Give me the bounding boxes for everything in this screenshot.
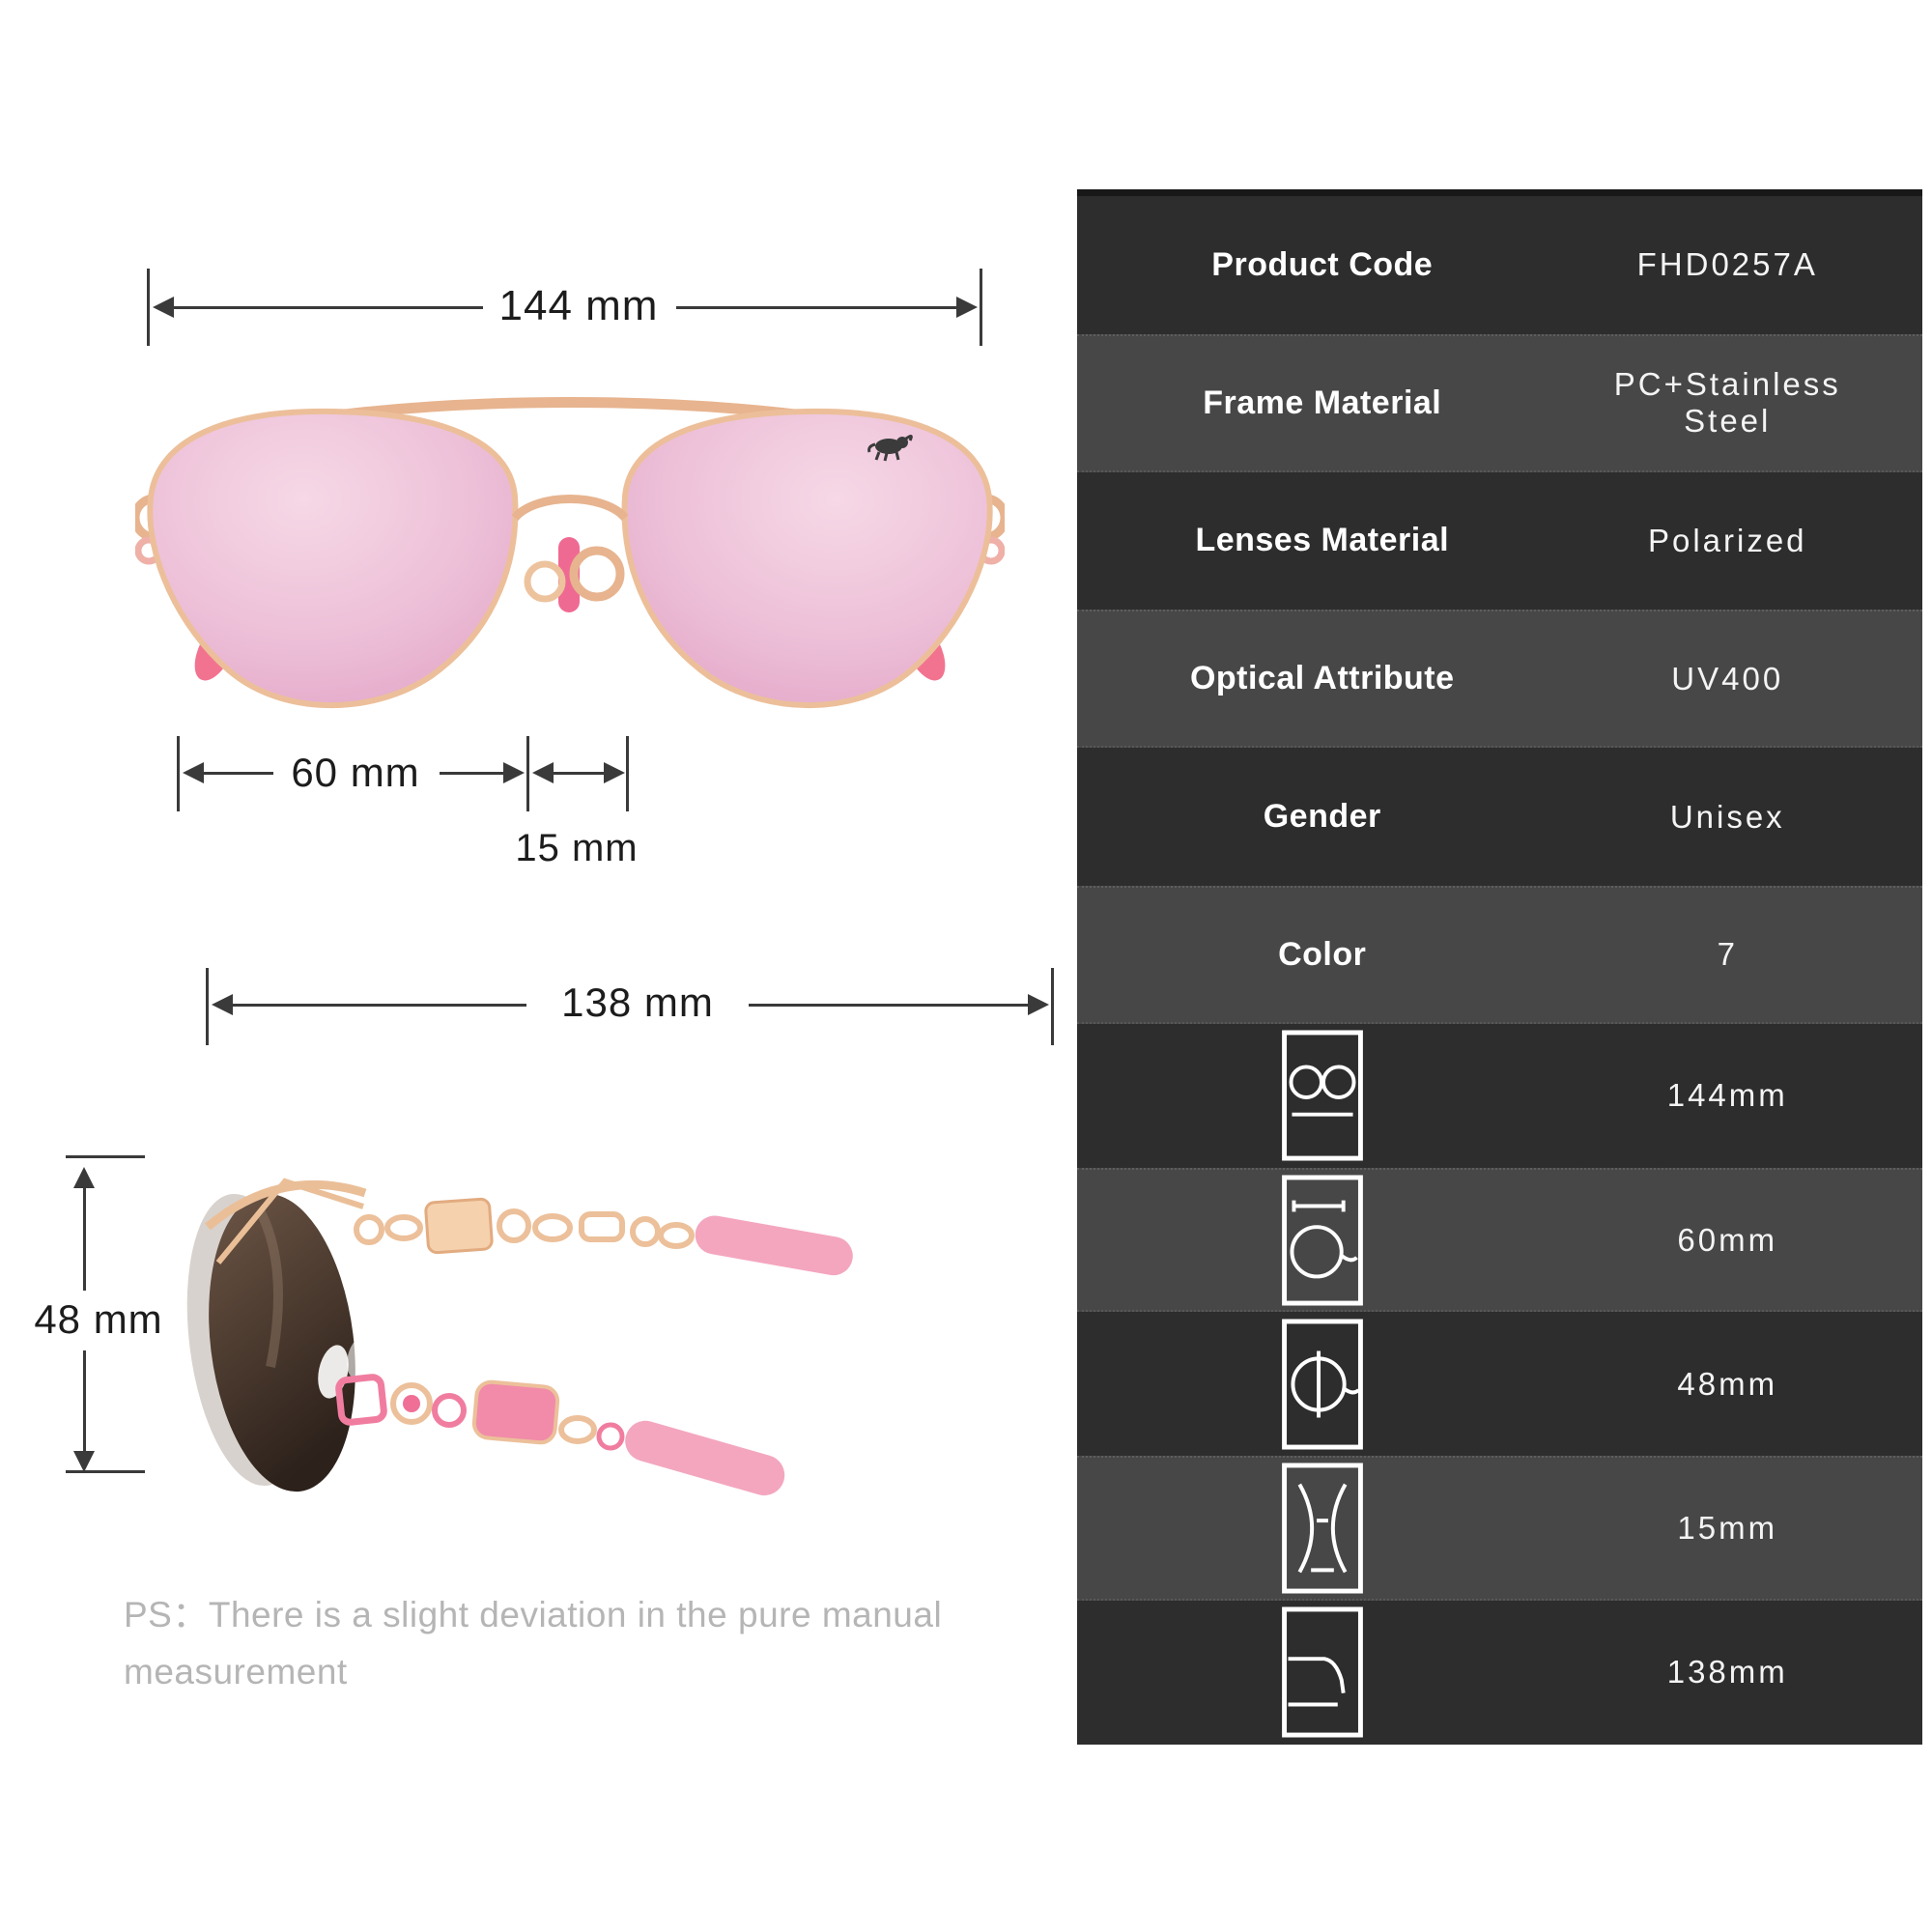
note-line-1: PS：There is a slight deviation in the pu…: [124, 1595, 943, 1634]
lower-temple-tip: [625, 1420, 785, 1496]
measurement-note: PS：There is a slight deviation in the pu…: [124, 1586, 1041, 1700]
nose-pad: [502, 600, 545, 668]
brand-logo: [867, 434, 913, 462]
temple-length-icon: [1281, 1606, 1363, 1738]
spec-value: 7: [1717, 936, 1738, 973]
lens-highlight: [256, 1209, 283, 1368]
dimension-tick: [66, 1155, 145, 1158]
spec-value: UV400: [1671, 660, 1784, 696]
spec-value: Unisex: [1669, 798, 1785, 835]
arrow-right-icon: [604, 762, 625, 783]
size-value: 48mm: [1677, 1365, 1778, 1402]
dimension-tick: [177, 736, 180, 811]
spec-row-lenses-material: Lenses Material Polarized: [1077, 471, 1922, 611]
size-value: 60mm: [1677, 1221, 1778, 1258]
nose-ring: [524, 560, 566, 603]
lens-height-label: 48 mm: [34, 1296, 163, 1342]
bridge-width-label: 15 mm: [515, 827, 639, 869]
nose-ring: [569, 546, 625, 602]
lower-chain-temple: [335, 1374, 625, 1451]
dimension-tick: [626, 736, 629, 811]
spec-label: Product Code: [1211, 245, 1434, 283]
nose-pad: [347, 1336, 372, 1378]
bridge-bar: [511, 495, 629, 522]
spec-value: FHD0257A: [1636, 246, 1818, 283]
dimension-tick: [526, 736, 529, 811]
frame-width-icon: [1281, 1030, 1363, 1161]
lens-width-label: 60 mm: [291, 750, 420, 795]
dimension-line: [440, 772, 505, 775]
spec-label: Lenses Material: [1195, 522, 1450, 559]
arrow-left-icon: [183, 762, 204, 783]
size-value: 138mm: [1666, 1654, 1788, 1690]
dimension-line: [233, 1004, 526, 1007]
dimension-tick: [206, 968, 209, 1045]
spec-label: Color: [1278, 935, 1367, 973]
dimension-line: [204, 772, 273, 775]
nose-bridge-pink: [558, 537, 580, 612]
spec-row-gender: Gender Unisex: [1077, 748, 1922, 886]
size-row-lens-height: 48mm: [1077, 1312, 1922, 1457]
spec-label: Optical Attribute: [1189, 660, 1455, 697]
arrow-right-icon: [1028, 994, 1049, 1015]
size-row-temple-length: 138mm: [1077, 1600, 1922, 1745]
arrow-up-icon: [73, 1167, 95, 1188]
arrow-right-icon: [503, 762, 525, 783]
spec-row-color: Color 7: [1077, 885, 1922, 1024]
sunglasses-side-view: [186, 1178, 853, 1496]
arrow-down-icon: [73, 1451, 95, 1472]
bridge-width-icon: [1281, 1463, 1363, 1594]
upper-temple-tip: [695, 1215, 853, 1276]
dimension-line: [83, 1350, 86, 1453]
upper-chain-temple: [354, 1197, 695, 1255]
brow-wire: [215, 1178, 364, 1264]
spec-label: Gender: [1263, 798, 1381, 836]
arrow-left-icon: [153, 297, 174, 318]
arrow-left-icon: [532, 762, 554, 783]
dimension-line: [83, 1186, 86, 1291]
temple-length-label: 138 mm: [561, 980, 714, 1025]
dimension-tick: [66, 1470, 145, 1473]
spec-label: Frame Material: [1203, 384, 1442, 421]
sunglasses-front-view: [135, 397, 1005, 732]
size-value: 15mm: [1677, 1509, 1778, 1546]
spec-row-optical-attribute: Optical Attribute UV400: [1077, 610, 1922, 749]
dimension-line: [676, 306, 958, 309]
size-row-lens-width: 60mm: [1077, 1167, 1922, 1313]
dimension-line: [749, 1004, 1030, 1007]
lens-height-icon: [1281, 1319, 1363, 1450]
dimension-line: [552, 772, 606, 775]
dimension-line: [174, 306, 483, 309]
nose-pad: [595, 600, 638, 668]
frame-width-label: 144 mm: [498, 282, 659, 329]
size-row-bridge-width: 15mm: [1077, 1456, 1922, 1601]
spec-value: Polarized: [1647, 522, 1807, 558]
size-row-frame-width: 144mm: [1077, 1023, 1922, 1168]
arrow-right-icon: [956, 297, 978, 318]
arrow-left-icon: [212, 994, 233, 1015]
size-value: 144mm: [1666, 1077, 1788, 1114]
dimension-tick: [1051, 968, 1054, 1045]
spec-panel: Product Code FHD0257A Frame Material PC+…: [1077, 189, 1922, 1745]
dimension-tick: [980, 269, 982, 346]
lens-width-icon: [1281, 1175, 1363, 1306]
spec-row-product-code: Product Code FHD0257A: [1077, 196, 1922, 334]
note-line-2: measurement: [124, 1652, 348, 1692]
spec-row-frame-material: Frame Material PC+Stainless Steel: [1077, 333, 1922, 472]
spec-value: PC+Stainless Steel: [1613, 366, 1841, 440]
dimension-tick: [147, 269, 150, 346]
side-lens: [209, 1193, 355, 1492]
left-lens: [147, 408, 519, 708]
